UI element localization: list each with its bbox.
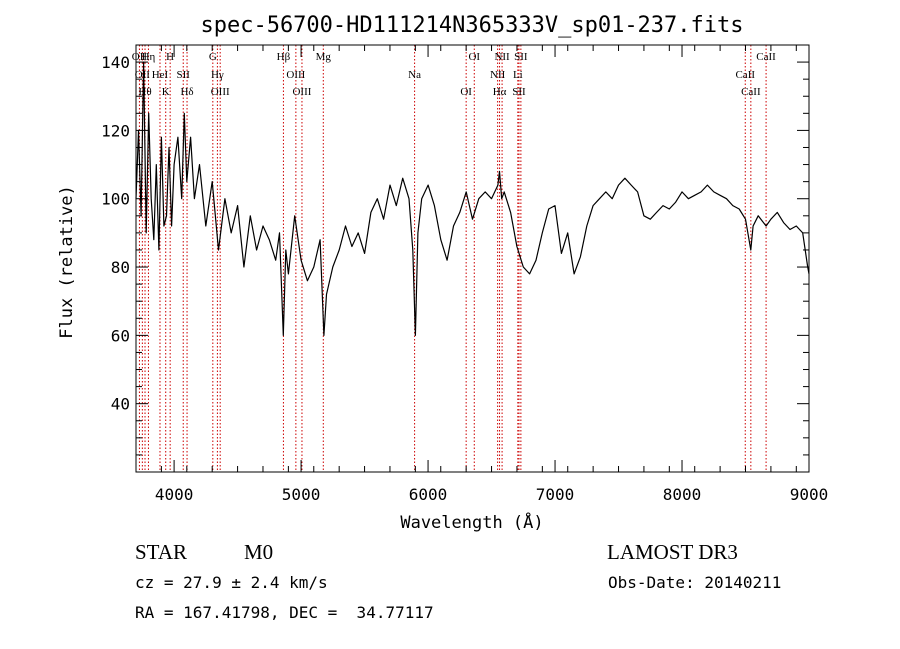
spectral-line-label: CaII [756,51,776,63]
spectral-line-label: OIII [286,69,305,81]
x-tick-label: 7000 [536,485,575,504]
x-axis-label: Wavelength (Å) [400,511,543,533]
spectral-line-label: Hη [142,51,156,63]
y-tick-label: 60 [111,326,130,345]
observation-date: Obs-Date: 20140211 [608,573,782,592]
x-tick-label: 6000 [409,485,448,504]
spectral-line-label: HeI [152,69,169,81]
spectral-line-label: Hθ [138,86,151,98]
redshift-cz: cz = 27.9 ± 2.4 km/s [135,573,328,592]
ra-dec-coordinates: RA = 167.41798, DEC = 34.77117 [135,603,434,622]
y-tick-label: 100 [101,190,130,209]
spectral-line-label: CaII [735,69,755,81]
spectral-line-label: NII [490,69,506,81]
spectral-line-label: Hδ [180,86,193,98]
spectral-line-label: CaII [741,86,761,98]
spectral-line-label: Hβ [277,51,291,63]
spectral-line-label: Mg [316,51,332,63]
spectral-line-label: G [209,51,217,63]
spectral-line-label: Hα [493,86,507,98]
y-tick-label: 140 [101,53,130,72]
spectral-line-label: OI [468,51,480,63]
y-axis-label: Flux (relative) [57,185,77,339]
y-tick-label: 40 [111,395,130,414]
spectral-line-label: Na [408,69,421,81]
survey-name: LAMOST DR3 [607,540,738,564]
spectral-line-label: OIII [292,86,311,98]
spectral-line-label: Hγ [211,69,224,81]
plot-area: OIIOIIHθHηHeIKHSIIHδGHγOIIIHβOIIIOIIIMgN… [101,44,829,504]
plot-frame [135,44,810,473]
y-tick-label: 120 [101,121,130,140]
x-tick-label: 4000 [155,485,194,504]
spectrum-series-line [135,61,810,336]
chart-title: spec-56700-HD111214N365333V_sp01-237.fit… [200,13,743,38]
spectral-line-label: OI [460,86,472,98]
spectral-line-label: H [166,51,174,63]
spectral-line-label: K [162,86,170,98]
object-class: STAR [135,540,187,564]
spectral-line-label: SII [512,86,526,98]
spectral-line-label: SII [177,69,191,81]
spectral-line-label: OII [135,69,151,81]
y-tick-label: 80 [111,258,130,277]
x-tick-label: 9000 [790,485,829,504]
x-tick-label: 5000 [282,485,321,504]
x-tick-label: 8000 [663,485,702,504]
spectral-line-label: NII [494,51,510,63]
subclass: M0 [244,540,274,564]
spectral-line-label: Li [513,69,523,81]
spectral-line-label: OIII [211,86,230,98]
spectral-line-label: SII [514,51,528,63]
